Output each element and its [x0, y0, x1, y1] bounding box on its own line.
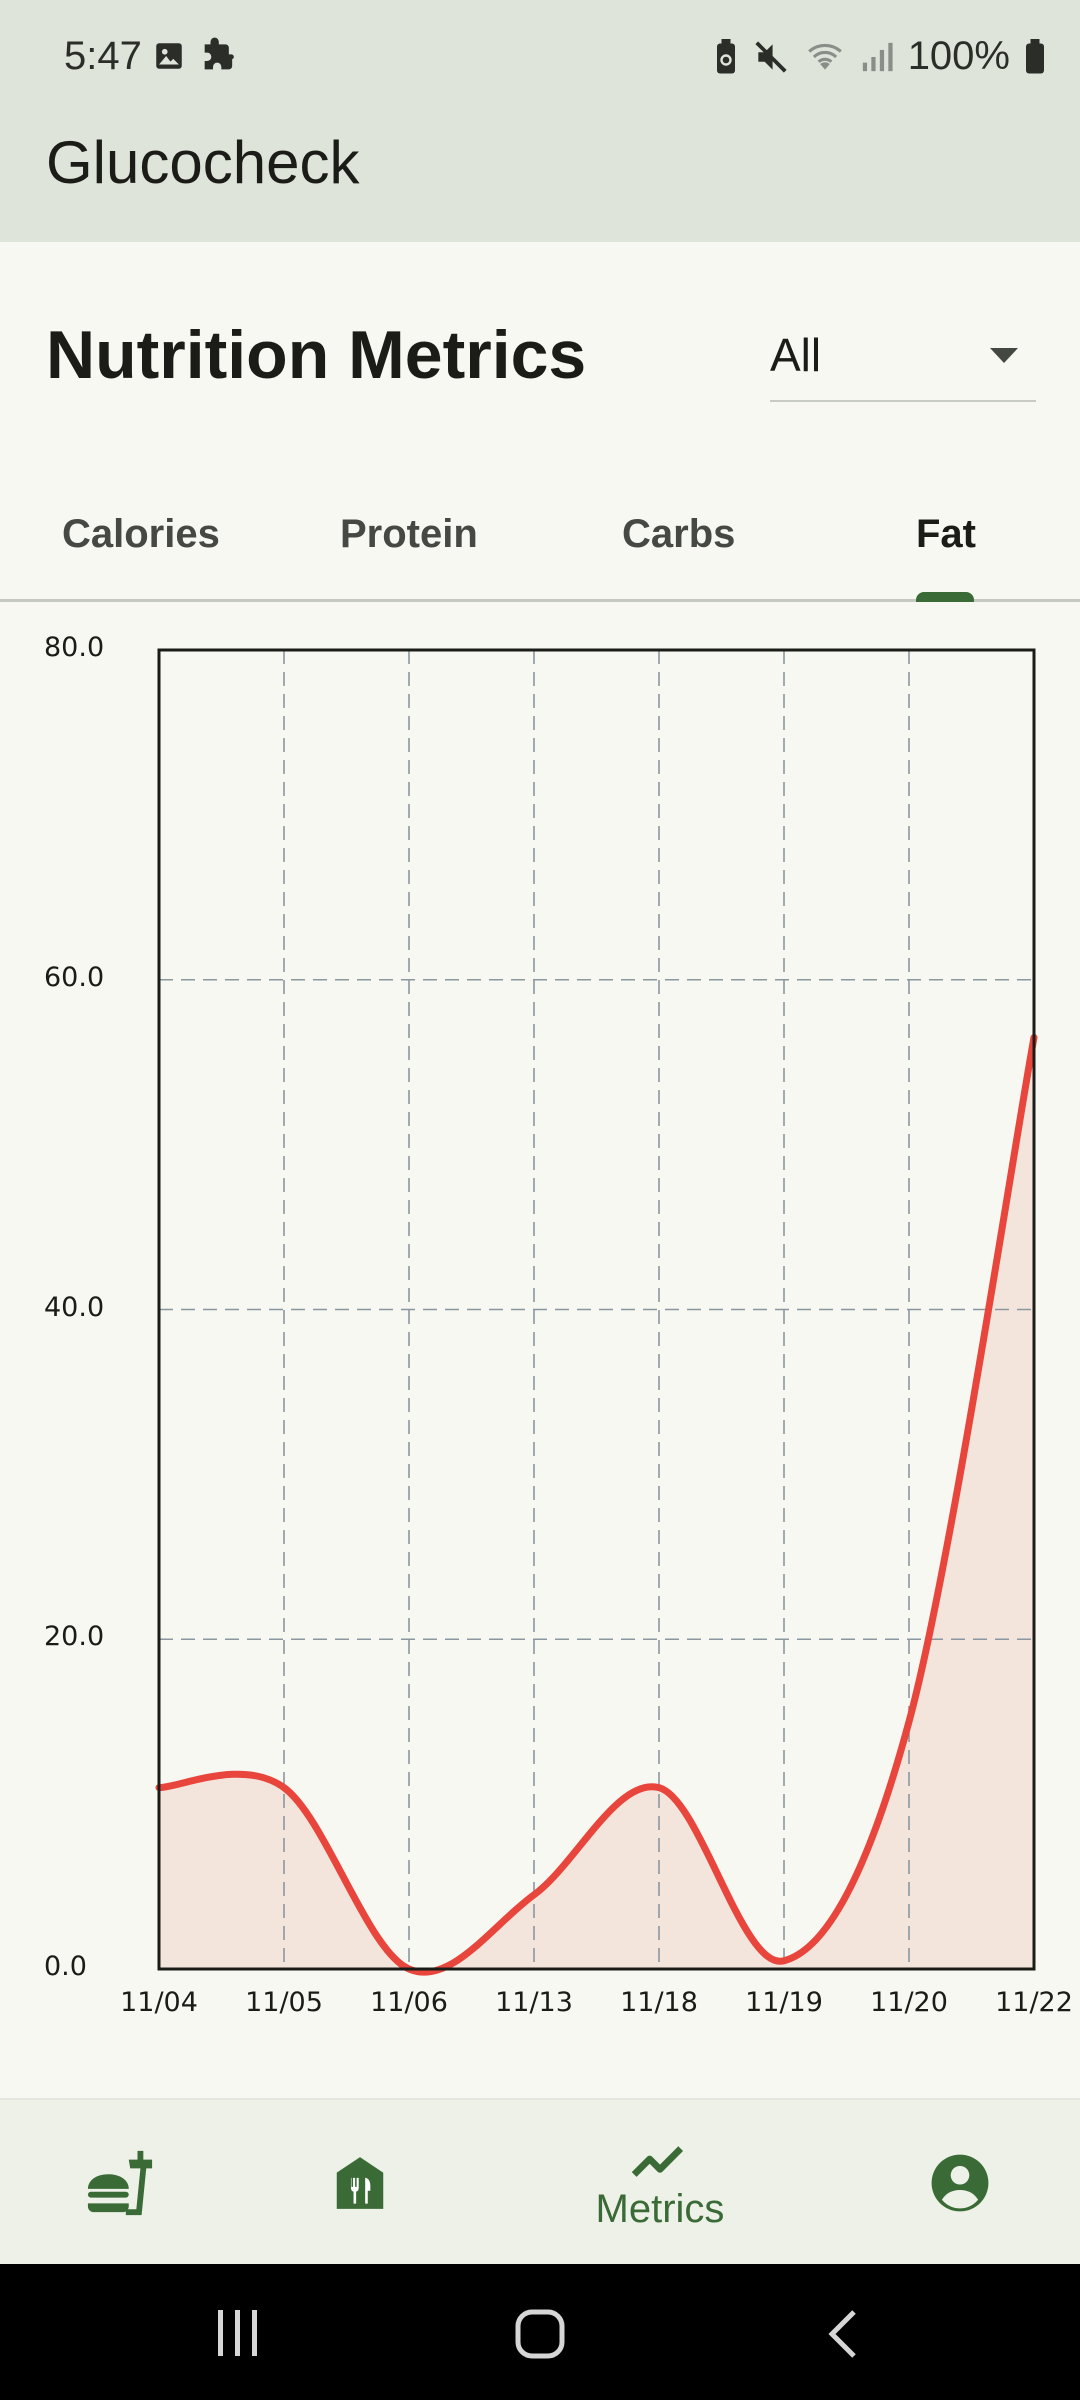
page-title: Nutrition Metrics: [46, 317, 587, 393]
y-tick-label: 80.0: [44, 632, 105, 663]
x-tick-label: 11/20: [870, 1987, 948, 2018]
y-tick-label: 0.0: [44, 1951, 87, 1982]
tab-calories[interactable]: Calories: [62, 512, 220, 556]
fat-series-line: [155, 1033, 1038, 1976]
nav-item-metrics[interactable]: Metrics: [560, 2100, 760, 2266]
system-nav-bar: [0, 2264, 1080, 2400]
x-tick-label: 11/19: [745, 1987, 823, 2018]
home-icon[interactable]: [514, 2308, 566, 2360]
x-tick-label: 11/18: [620, 1987, 698, 2018]
metric-tabs: Calories Protein Carbs Fat: [0, 470, 1080, 602]
back-icon[interactable]: [824, 2308, 860, 2360]
trend-line-icon: [631, 2145, 684, 2177]
recent-apps-icon[interactable]: [212, 2308, 264, 2358]
nav-label-metrics: Metrics: [595, 2186, 725, 2231]
filter-value: All: [770, 329, 822, 381]
battery-icon: [1026, 38, 1044, 73]
x-tick-label: 11/13: [495, 1987, 573, 2018]
account-icon: [931, 2154, 989, 2212]
x-tick-label: 11/05: [245, 1987, 323, 2018]
x-tick-label: 11/06: [370, 1987, 448, 2018]
dropdown-caret-icon: [990, 348, 1018, 363]
wifi-icon: [807, 43, 842, 70]
x-tick-label: 11/04: [120, 1987, 198, 2018]
bottom-nav: Metrics: [0, 2098, 1080, 2264]
image-icon: [156, 43, 182, 69]
mute-icon: [755, 40, 787, 73]
status-bar: 5:47 100%: [0, 0, 1080, 118]
y-tick-label: 60.0: [44, 961, 105, 993]
fat-chart: 0.0 20.0 40.0 60.0 80.0 11/04 11/05 11/06 11/13…: [0, 605, 1080, 2095]
nav-item-restaurant[interactable]: [300, 2100, 420, 2266]
tab-indicator: [916, 592, 974, 602]
chart-area-fill: [159, 1037, 1034, 1973]
app-title: Glucocheck: [46, 129, 360, 196]
signal-icon: [862, 42, 893, 71]
restaurant-icon: [336, 2157, 384, 2209]
battery-percent: 100%: [907, 34, 1010, 78]
puzzle-icon: [204, 37, 234, 70]
battery-saver-icon: [716, 38, 735, 73]
tab-protein[interactable]: Protein: [340, 512, 478, 556]
x-tick-label: 11/22: [995, 1987, 1073, 2018]
tab-carbs[interactable]: Carbs: [622, 512, 736, 556]
chart-canvas: [155, 648, 1038, 1976]
nav-item-account[interactable]: [900, 2100, 1020, 2266]
status-time: 5:47: [64, 34, 142, 78]
chart-border: [157, 648, 1036, 1971]
y-tick-label: 20.0: [44, 1621, 105, 1653]
filter-dropdown[interactable]: All: [770, 316, 1036, 402]
y-tick-label: 40.0: [44, 1291, 105, 1323]
app-bar: [0, 118, 1080, 242]
fastfood-icon: [87, 2150, 153, 2216]
nav-item-food[interactable]: [60, 2100, 180, 2266]
tab-fat[interactable]: Fat: [916, 512, 976, 556]
